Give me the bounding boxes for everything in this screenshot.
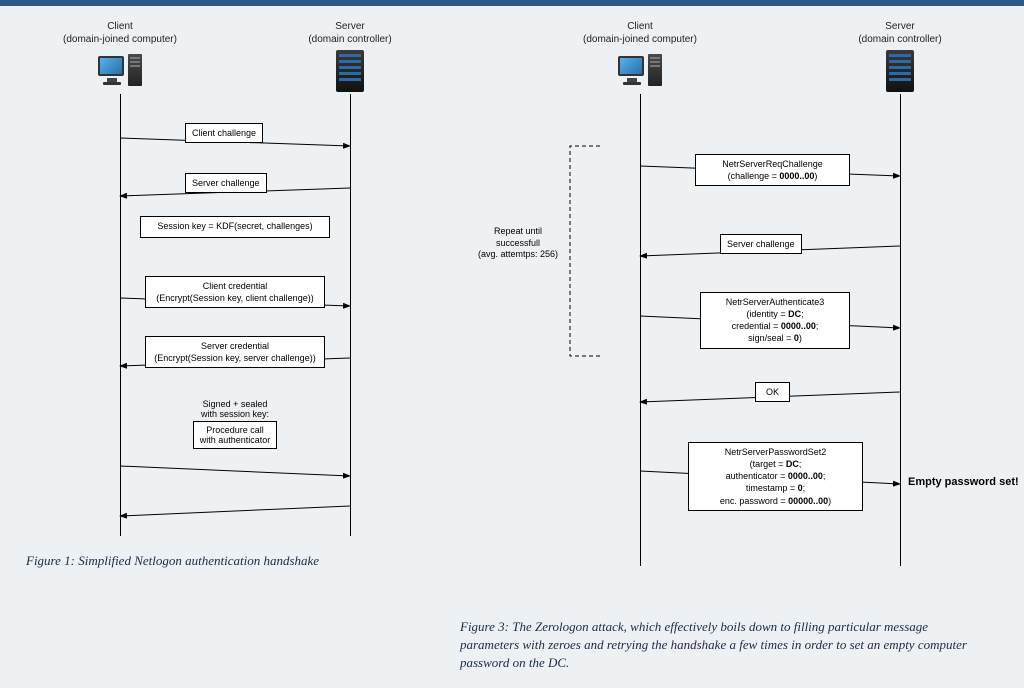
repeat-l3: (avg. attemtps: 256) [468, 249, 568, 261]
fig3-msg-authenticate: NetrServerAuthenticate3 (identity = DC; … [700, 292, 850, 349]
m5l1: NetrServerPasswordSet2 [695, 446, 856, 458]
m1l1: NetrServerReqChallenge [702, 158, 843, 170]
fig3-client-subtitle: (domain-joined computer) [583, 33, 697, 46]
m3l2: (identity = DC; [707, 308, 843, 320]
fig3-client-computer-icon [618, 54, 662, 90]
m3l3: credential = 0000..00; [707, 320, 843, 332]
fig3-msg-ok: OK [755, 382, 790, 402]
figure3-panel: Client (domain-joined computer) Server (… [0, 6, 1024, 606]
m5l4: timestamp = 0; [695, 482, 856, 494]
fig3-client-label: Client (domain-joined computer) [583, 20, 697, 46]
repeat-l2: successfull [468, 238, 568, 250]
fig3-server-lifeline [900, 94, 901, 566]
m1l2: (challenge = 0000..00) [702, 170, 843, 182]
m3l4: sign/seal = 0) [707, 332, 843, 344]
repeat-until-label: Repeat until successfull (avg. attemtps:… [468, 226, 568, 261]
empty-password-label: Empty password set! [908, 476, 1019, 488]
fig3-server-title: Server [858, 20, 941, 33]
fig3-arrows [0, 6, 1024, 606]
figure3-caption: Figure 3: The Zerologon attack, which ef… [460, 618, 990, 673]
repeat-l1: Repeat until [468, 226, 568, 238]
fig3-client-lifeline [640, 94, 641, 566]
fig3-msg-server-challenge: Server challenge [720, 234, 802, 254]
m5l5: enc. password = 00000..00) [695, 495, 856, 507]
m5l3: authenticator = 0000..00; [695, 470, 856, 482]
fig3-msg-req-challenge: NetrServerReqChallenge (challenge = 0000… [695, 154, 850, 186]
fig3-server-subtitle: (domain controller) [858, 33, 941, 46]
m5l2: (target = DC; [695, 458, 856, 470]
m3l1: NetrServerAuthenticate3 [707, 296, 843, 308]
fig3-msg-password-set: NetrServerPasswordSet2 (target = DC; aut… [688, 442, 863, 511]
fig3-server-rack-icon [886, 50, 914, 92]
fig3-server-label: Server (domain controller) [858, 20, 941, 46]
fig3-client-title: Client [583, 20, 697, 33]
